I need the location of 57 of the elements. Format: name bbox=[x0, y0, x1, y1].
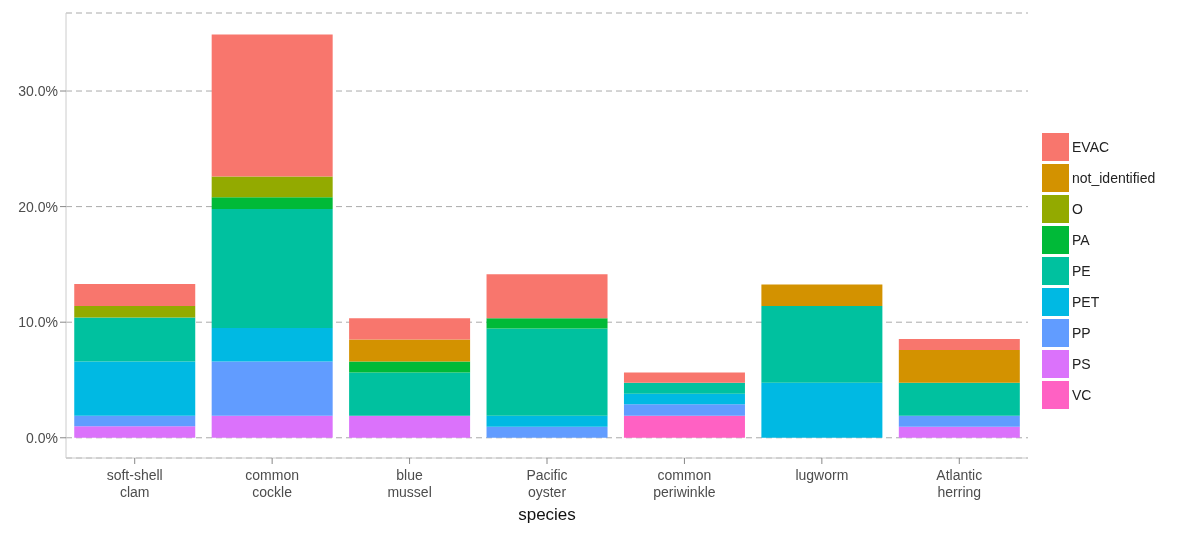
bar bbox=[349, 372, 471, 416]
x-tick-label: lugworm bbox=[795, 467, 849, 483]
legend-label: O bbox=[1072, 200, 1083, 217]
bar bbox=[898, 349, 1020, 383]
bar bbox=[211, 208, 333, 328]
bar bbox=[898, 338, 1020, 350]
bar bbox=[623, 404, 745, 416]
legend-label: PS bbox=[1072, 355, 1091, 372]
legend-label: PE bbox=[1072, 262, 1091, 279]
bar bbox=[211, 34, 333, 177]
bar bbox=[623, 382, 745, 394]
bar bbox=[74, 361, 196, 416]
x-tick-label: Atlantic herring bbox=[936, 467, 983, 500]
legend-label: PP bbox=[1072, 324, 1091, 341]
bar bbox=[211, 361, 333, 416]
y-tick-label: 0.0% bbox=[26, 429, 58, 446]
bar bbox=[74, 415, 196, 427]
bar bbox=[349, 361, 471, 373]
bar bbox=[486, 274, 608, 319]
bar bbox=[623, 415, 745, 438]
legend-label: not_identified bbox=[1072, 169, 1156, 186]
bar bbox=[761, 284, 883, 307]
bar bbox=[349, 415, 471, 438]
bar bbox=[74, 306, 196, 318]
bar bbox=[623, 393, 745, 405]
x-tick-label: common periwinkle bbox=[653, 467, 716, 500]
bar bbox=[74, 426, 196, 438]
bar bbox=[898, 382, 1020, 416]
bar bbox=[898, 426, 1020, 438]
x-tick-label: common cockle bbox=[245, 467, 299, 500]
bar bbox=[211, 327, 333, 362]
y-tick-label: 10.0% bbox=[18, 314, 58, 331]
x-axis-title: species bbox=[518, 505, 576, 524]
bar bbox=[74, 317, 196, 362]
bar bbox=[211, 197, 333, 209]
bar bbox=[349, 318, 471, 340]
bar bbox=[349, 339, 471, 362]
bar bbox=[486, 426, 608, 438]
legend-label: PET bbox=[1072, 293, 1100, 310]
legend-label: VC bbox=[1072, 386, 1092, 403]
bar bbox=[486, 328, 608, 416]
y-tick-label: 30.0% bbox=[18, 82, 58, 99]
x-tick-label: blue mussel bbox=[387, 467, 432, 500]
y-tick-label: 20.0% bbox=[18, 198, 58, 215]
x-tick-label: soft-shell clam bbox=[106, 467, 163, 500]
bar bbox=[211, 415, 333, 438]
bar bbox=[211, 176, 333, 198]
bar bbox=[761, 306, 883, 383]
bar bbox=[486, 318, 608, 329]
x-tick-label: Pacific oyster bbox=[526, 467, 568, 500]
bar bbox=[623, 372, 745, 383]
bar bbox=[898, 415, 1020, 427]
legend-label: PA bbox=[1072, 231, 1090, 248]
legend-label: EVAC bbox=[1072, 138, 1110, 155]
bar bbox=[74, 284, 196, 307]
bar bbox=[486, 415, 608, 427]
bar bbox=[761, 382, 883, 438]
